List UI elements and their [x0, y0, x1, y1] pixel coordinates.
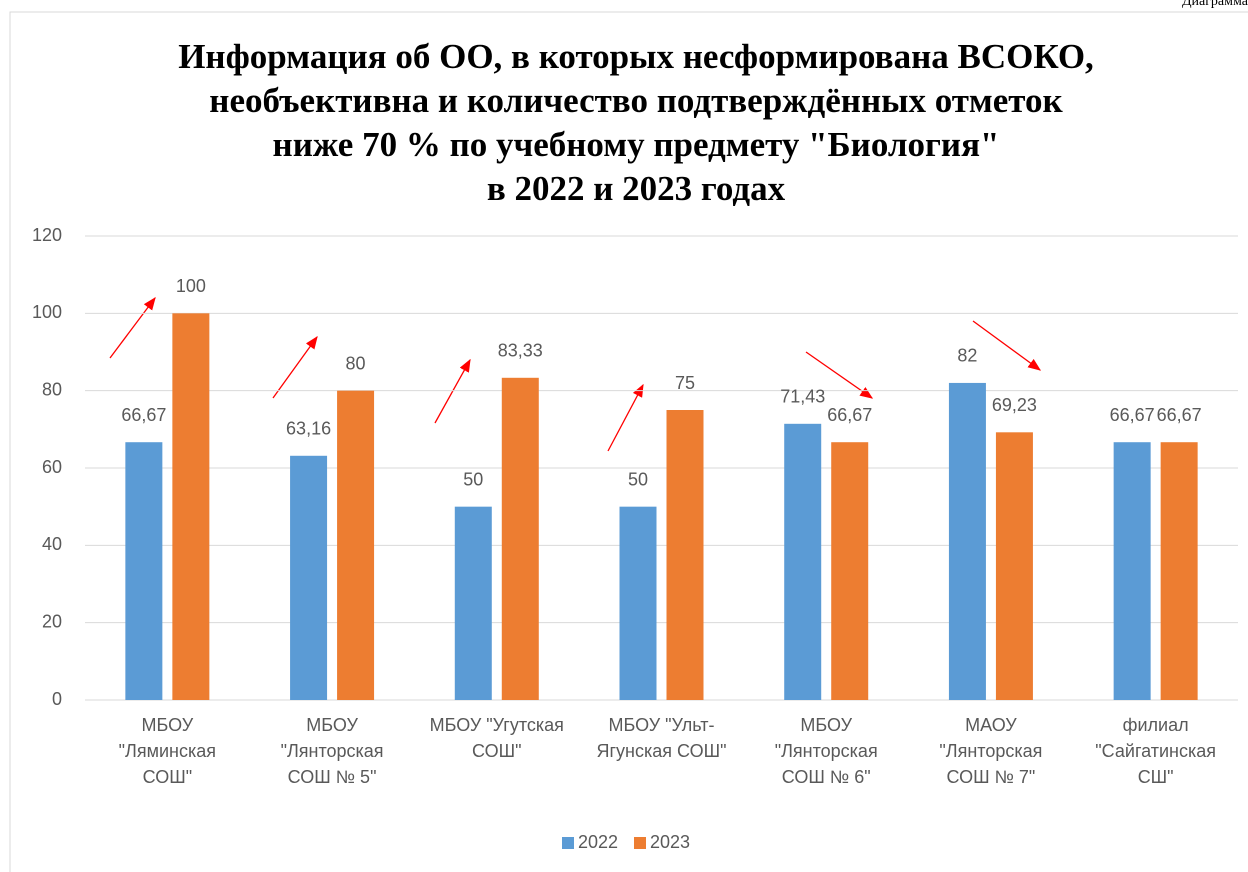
data-label: 82 [957, 346, 977, 366]
data-label: 66,67 [1157, 405, 1202, 425]
chart-title: Информация об ОО, в которых несформирова… [178, 37, 1094, 76]
bar [1160, 442, 1198, 700]
bar [337, 390, 375, 700]
bar [995, 432, 1033, 700]
chart-title: необъективна и количество подтверждённых… [209, 81, 1063, 120]
data-label: 100 [176, 276, 206, 296]
data-label: 71,43 [780, 387, 825, 407]
data-label: 66,67 [827, 405, 872, 425]
y-tick-label: 40 [42, 534, 62, 554]
x-tick-label: МАОУ "Лянторская СОШ № 7" [939, 715, 1043, 787]
data-label: 50 [463, 469, 483, 489]
x-tick-label: МБОУ "Угутская СОШ" [429, 715, 564, 761]
bar [831, 442, 869, 700]
legend-swatch [634, 837, 646, 849]
x-tick-label: МБОУ "Лянторская СОШ № 5" [280, 715, 384, 787]
legend-swatch [562, 837, 574, 849]
y-tick-label: 80 [42, 379, 62, 399]
x-tick-label: МБОУ "Лянторская СОШ № 6" [774, 715, 878, 787]
data-label: 63,16 [286, 419, 331, 439]
bar [501, 377, 539, 700]
x-tick-label: МБОУ "Ляминская СОШ" [118, 715, 217, 787]
data-label: 80 [346, 353, 366, 373]
bar [172, 313, 210, 700]
bar [666, 410, 704, 700]
data-label: 66,67 [1110, 405, 1155, 425]
bar [948, 382, 986, 700]
y-tick-label: 120 [32, 225, 62, 245]
bar [454, 506, 492, 700]
y-tick-label: 60 [42, 457, 62, 477]
data-label: 83,33 [498, 341, 543, 361]
data-label: 75 [675, 373, 695, 393]
data-label: 69,23 [992, 395, 1037, 415]
caption: Диаграмма [1181, 0, 1248, 9]
bar [125, 442, 163, 700]
y-tick-label: 100 [32, 302, 62, 322]
bar [784, 423, 822, 700]
x-tick-label: филиал "Сайгатинская СШ" [1095, 715, 1216, 787]
chart-title: в 2022 и 2023 годах [487, 169, 786, 208]
y-tick-label: 0 [52, 689, 62, 709]
bar [619, 506, 657, 700]
x-tick-label: МБОУ "Ульт-Ягунская СОШ" [596, 715, 727, 761]
data-label: 66,67 [121, 405, 166, 425]
chart-frame [9, 11, 1248, 872]
y-tick-label: 20 [42, 611, 62, 631]
legend-label: 2023 [650, 832, 690, 852]
chart-title: ниже 70 % по учебному предмету "Биология… [273, 125, 1000, 164]
data-label: 50 [628, 469, 648, 489]
legend-label: 2022 [578, 832, 618, 852]
bar [1113, 442, 1151, 700]
bar [290, 455, 328, 700]
